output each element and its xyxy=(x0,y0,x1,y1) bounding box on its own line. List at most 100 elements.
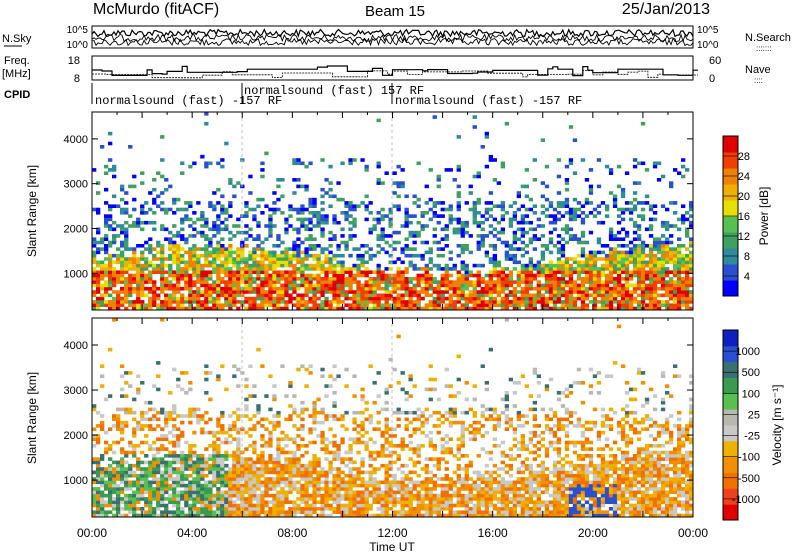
velocity-cell xyxy=(200,427,205,432)
power-cell xyxy=(460,283,465,288)
power-cell xyxy=(608,263,614,268)
power-cell xyxy=(572,286,578,291)
velocity-cell xyxy=(352,394,357,398)
velocity-cell xyxy=(292,440,297,445)
power-cell xyxy=(272,283,277,288)
power-cell xyxy=(216,303,221,307)
power-cell xyxy=(472,283,477,288)
power-cell xyxy=(568,290,574,294)
power-cell xyxy=(144,263,149,268)
power-cell xyxy=(628,211,634,215)
velocity-cell xyxy=(148,500,153,505)
velocity-cell xyxy=(160,460,165,465)
power-cell xyxy=(312,286,317,291)
power-cell xyxy=(476,273,481,278)
velocity-cell xyxy=(280,477,285,481)
power-cell xyxy=(624,296,630,301)
power-cell xyxy=(100,247,105,251)
power-cell xyxy=(92,280,97,284)
velocity-cell xyxy=(100,490,105,495)
velocity-cell xyxy=(120,507,125,511)
velocity-cell xyxy=(264,470,269,475)
power-cell xyxy=(464,224,469,228)
power-cell xyxy=(512,296,518,301)
power-cell xyxy=(300,273,305,278)
power-cell xyxy=(592,260,598,265)
power-cell xyxy=(96,300,101,304)
power-cell xyxy=(560,237,566,241)
power-cell xyxy=(604,280,610,284)
power-cell xyxy=(184,207,189,212)
power-cell xyxy=(412,234,417,238)
power-cell xyxy=(132,286,137,291)
power-cell xyxy=(608,230,614,235)
power-cell xyxy=(476,174,481,179)
power-cell xyxy=(328,290,333,294)
power-cell xyxy=(580,280,586,284)
power-cell xyxy=(492,204,498,208)
power-cell xyxy=(92,306,97,311)
velocity-cell xyxy=(392,473,397,478)
power-cell xyxy=(252,237,257,241)
power-cell xyxy=(260,277,265,281)
velocity-cell xyxy=(172,483,177,488)
power-cell xyxy=(272,267,277,271)
power-cell xyxy=(360,244,365,248)
power-cell xyxy=(408,247,413,251)
power-cell xyxy=(140,227,145,232)
power-cell xyxy=(660,293,666,298)
power-cell xyxy=(364,303,369,307)
power-cell xyxy=(112,174,117,179)
power-cell xyxy=(456,290,461,294)
power-cell xyxy=(216,227,221,232)
power-cell xyxy=(268,227,273,232)
velocity-cell xyxy=(360,434,365,438)
power-cell xyxy=(196,306,201,311)
velocity-cell xyxy=(188,503,193,508)
power-cell xyxy=(500,214,506,218)
power-cell xyxy=(216,300,221,304)
power-cell xyxy=(204,277,209,281)
power-cell xyxy=(272,224,277,228)
power-cell xyxy=(272,250,277,255)
velocity-cell xyxy=(332,377,337,382)
power-cell xyxy=(100,283,105,288)
velocity-cell xyxy=(216,450,221,455)
power-cell xyxy=(660,220,666,225)
velocity-cell xyxy=(212,497,217,501)
power-cell xyxy=(224,250,229,255)
power-cell xyxy=(256,224,261,228)
power-cell xyxy=(424,277,429,281)
velocity-cell xyxy=(336,500,341,505)
power-cell xyxy=(272,273,277,278)
power-cell xyxy=(480,244,485,248)
power-cell xyxy=(685,211,690,215)
velocity-cell xyxy=(392,493,397,498)
power-cell xyxy=(673,247,678,251)
power-cell xyxy=(628,300,634,304)
power-cell xyxy=(420,267,425,271)
power-cell xyxy=(468,273,473,278)
velocity-cell xyxy=(100,483,105,488)
velocity-cell xyxy=(172,440,177,445)
velocity-cell xyxy=(380,450,385,455)
power-cell xyxy=(660,253,666,258)
power-cell xyxy=(332,267,337,271)
power-cell xyxy=(296,184,301,189)
power-cell xyxy=(681,214,686,218)
velocity-cell xyxy=(300,490,305,495)
power-cell xyxy=(136,277,141,281)
power-cell xyxy=(520,300,526,304)
velocity-cell xyxy=(392,367,397,372)
velocity-cell xyxy=(188,450,193,455)
power-cell xyxy=(400,306,405,311)
power-cell xyxy=(636,293,642,298)
power-cell xyxy=(248,257,253,261)
power-cell xyxy=(620,296,626,301)
power-cell xyxy=(92,300,97,304)
power-cell xyxy=(184,280,189,284)
power-cell xyxy=(216,240,221,245)
power-cell xyxy=(685,303,690,307)
power-cell xyxy=(424,270,429,274)
velocity-cell xyxy=(160,457,165,461)
